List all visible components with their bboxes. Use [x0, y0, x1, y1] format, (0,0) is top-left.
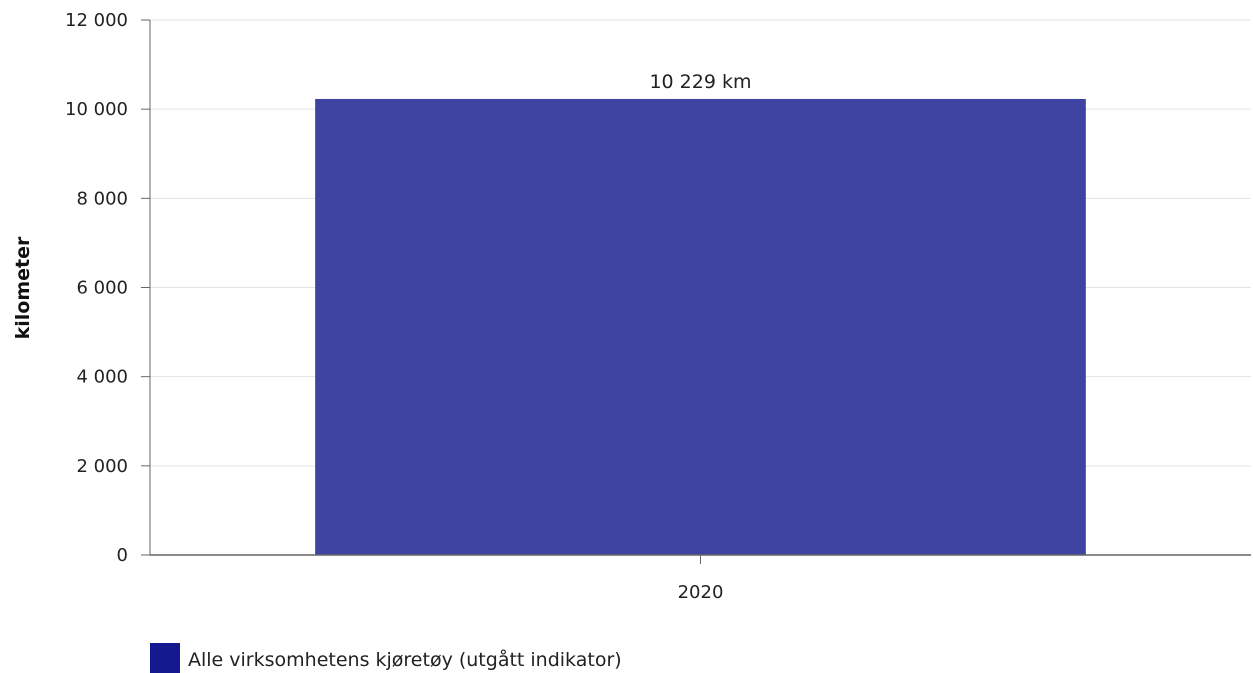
y-tick-label: 12 000	[65, 10, 128, 31]
y-tick-label: 10 000	[65, 99, 128, 120]
axes	[141, 19, 1251, 564]
y-tick-labels: 0 2 000 4 000 6 000 8 000 10 000 12 000	[65, 10, 128, 566]
y-tick-label: 2 000	[76, 456, 128, 477]
bars	[315, 98, 1086, 555]
bar[interactable]	[315, 98, 1086, 555]
y-tick-label: 4 000	[76, 367, 128, 388]
y-tick-label: 0	[117, 545, 128, 566]
data-labels: 10 229 km	[649, 71, 751, 93]
y-tick-label: 6 000	[76, 278, 128, 299]
legend[interactable]: Alle virksomhetens kjøretøy (utgått indi…	[150, 643, 622, 673]
y-axis-title: kilometer	[12, 236, 34, 339]
bar-data-label: 10 229 km	[649, 71, 751, 93]
x-tick-label: 2020	[678, 582, 724, 603]
x-tick-labels: 2020	[678, 582, 724, 603]
legend-label: Alle virksomhetens kjøretøy (utgått indi…	[188, 648, 622, 671]
y-tick-label: 8 000	[76, 188, 128, 209]
legend-swatch	[150, 643, 180, 673]
